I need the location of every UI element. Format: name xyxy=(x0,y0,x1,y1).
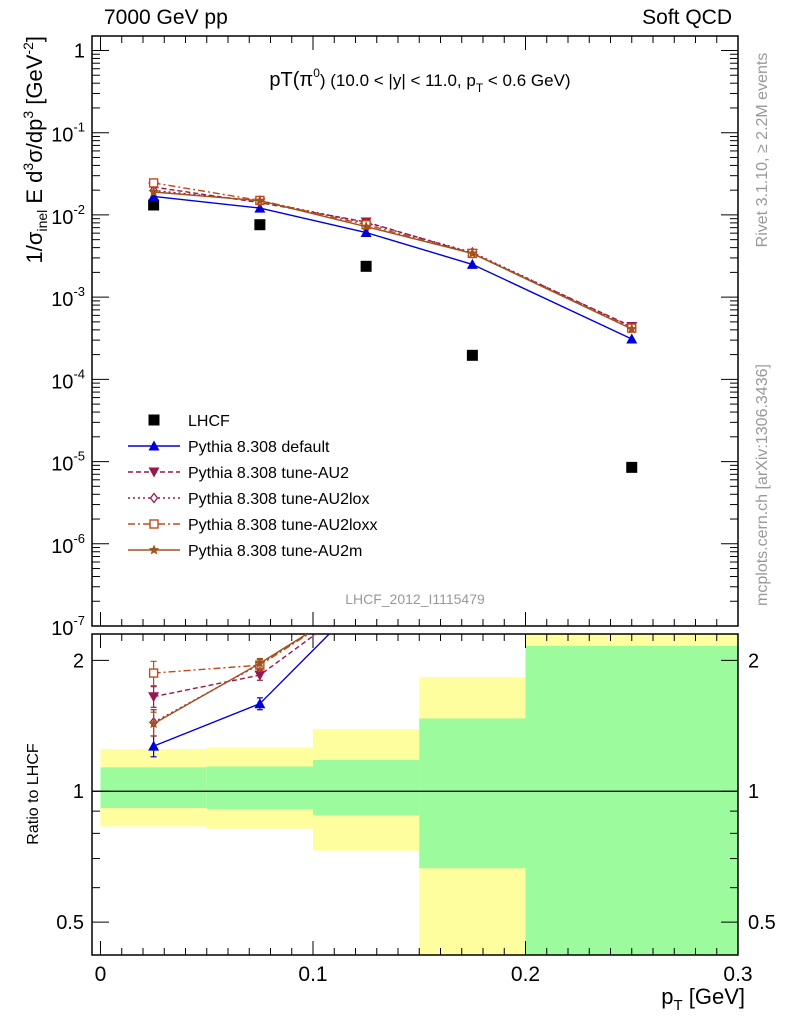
main-frame-rect xyxy=(91,35,739,627)
ratio-series-0 xyxy=(148,634,331,758)
y-tick-label: 10-3 xyxy=(51,284,85,311)
x-axis-label: pT [GeV] xyxy=(661,984,745,1014)
main-series-1 xyxy=(148,190,638,344)
ratio-point xyxy=(148,668,159,678)
ratio-point xyxy=(254,657,266,668)
ratio-series-4 xyxy=(148,634,309,737)
data-point xyxy=(626,461,638,473)
data-point xyxy=(360,227,372,238)
band-inner-3 xyxy=(419,718,526,869)
y-tick-label: 10-4 xyxy=(51,366,85,393)
main-series-5 xyxy=(148,186,637,334)
data-point xyxy=(466,349,478,361)
ratio-y-tick-label-right: 1 xyxy=(748,781,759,803)
ratio-point xyxy=(254,670,266,681)
main-plot-frame xyxy=(91,35,739,627)
legend-marker xyxy=(149,492,159,504)
data-point xyxy=(148,199,160,211)
data-point xyxy=(467,247,478,258)
x-tick-label: 0 xyxy=(95,963,107,986)
y-tick-label: 10-6 xyxy=(51,531,85,558)
data-point xyxy=(626,333,638,344)
main-series-3 xyxy=(149,184,637,333)
main-series-layer xyxy=(148,178,638,473)
data-point xyxy=(254,195,266,206)
ratio-y-tick-label-right: 2 xyxy=(748,650,759,672)
rivet-version-label: Rivet 3.1.10, ≥ 2.2M events xyxy=(754,53,771,248)
legend-label: Pythia 8.308 tune-AU2loxx xyxy=(188,517,377,534)
analysis-label: LHCF_2012_I1115479 xyxy=(345,591,485,607)
legend-marker xyxy=(148,414,160,426)
x-tick-label: 0.2 xyxy=(511,963,540,986)
legend-label: Pythia 8.308 tune-AU2 xyxy=(188,465,349,482)
axis-labels: pT(π0) (10.0 < |y| < 11.0, pT < 0.6 GeV)… xyxy=(20,36,771,1014)
ratio-y-tick-label-right: 0.5 xyxy=(748,912,776,934)
data-point xyxy=(148,178,159,188)
y-tick-label: 10-2 xyxy=(51,202,85,229)
legend-label: Pythia 8.308 tune-AU2lox xyxy=(188,491,369,508)
ratio-y-tick-label: 2 xyxy=(73,650,84,672)
main-y-axis-label: 1/σinel E d3σ/dp3 [GeV-2] xyxy=(20,36,50,263)
process-label: Soft QCD xyxy=(642,6,732,29)
legend-label: Pythia 8.308 tune-AU2m xyxy=(188,543,362,560)
band-inner-0 xyxy=(100,767,207,809)
series-line xyxy=(153,189,633,328)
plot-title: pT(π0) (10.0 < |y| < 11.0, pT < 0.6 GeV) xyxy=(269,66,570,95)
main-axis-ticks: 1 10-1 10-2 10-3 10-4 10-5 10-6 10-7 xyxy=(51,36,739,640)
ratio-plot-frame xyxy=(91,633,739,956)
ratio-point xyxy=(148,692,160,703)
main-series-2 xyxy=(148,182,638,332)
ratio-y-tick-label: 1 xyxy=(73,781,84,803)
band-inner-2 xyxy=(313,759,420,816)
ratio-frame-rect xyxy=(91,633,739,956)
ratio-series-layer xyxy=(148,634,331,758)
legend: LHCF Pythia 8.308 default Pythia 8.308 tun… xyxy=(128,413,377,560)
ratio-series-1 xyxy=(148,634,317,708)
energy-label: 7000 GeV pp xyxy=(104,6,228,29)
series-line xyxy=(153,191,633,330)
legend-label: Pythia 8.308 default xyxy=(188,439,330,456)
y-tick-label: 10-7 xyxy=(51,613,85,640)
band-inner-4 xyxy=(525,645,738,955)
main-series-0 xyxy=(148,199,638,473)
data-point xyxy=(254,219,266,231)
x-tick-label: 0.3 xyxy=(723,963,752,986)
y-tick-label: 10-5 xyxy=(51,449,85,476)
legend-marker xyxy=(148,440,160,451)
legend-marker xyxy=(149,519,159,529)
data-point xyxy=(626,323,637,334)
ratio-point xyxy=(148,740,160,751)
band-inner-1 xyxy=(206,766,313,810)
ratio-line xyxy=(153,634,317,698)
series-line xyxy=(153,195,633,340)
ratio-uncertainty-bands xyxy=(92,634,738,955)
data-point xyxy=(148,186,159,197)
legend-label: LHCF xyxy=(188,413,230,430)
legend-marker xyxy=(148,467,160,478)
ratio-y-tick-label: 0.5 xyxy=(56,912,84,934)
legend-marker xyxy=(148,544,160,555)
ratio-y-axis-label: Ratio to LHCF xyxy=(25,743,42,845)
data-point xyxy=(360,221,372,232)
y-tick-label: 10-1 xyxy=(51,120,85,147)
main-series-4 xyxy=(148,178,637,333)
ratio-point xyxy=(254,698,266,709)
y-tick-label: 1 xyxy=(74,40,85,62)
data-point xyxy=(360,260,372,272)
mcplots-label: mcplots.cern.ch [arXiv:1306.3436] xyxy=(754,364,771,606)
ratio-point xyxy=(148,718,159,729)
ratio-axis-ticks: 0 0.1 0.2 0.3 0.5 0.5 1 1 2 2 xyxy=(56,634,776,986)
x-tick-label: 0.1 xyxy=(298,963,327,986)
data-point xyxy=(466,258,478,269)
